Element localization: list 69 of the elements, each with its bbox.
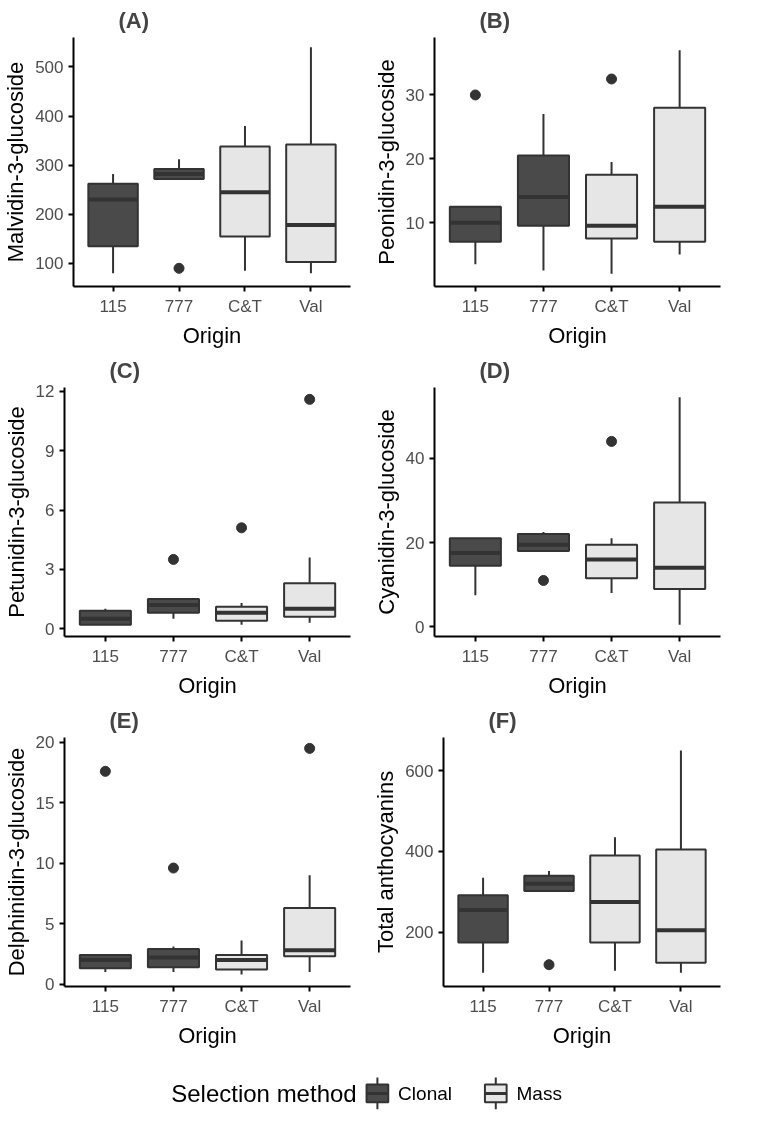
legend-label: Clonal xyxy=(398,1082,452,1104)
y-tick-label: 12 xyxy=(35,382,55,402)
x-axis-title: Origin xyxy=(552,1022,612,1048)
y-tick-label: 500 xyxy=(35,57,64,77)
x-tick-label: C&T xyxy=(227,296,262,316)
y-tick-label: 600 xyxy=(405,761,434,781)
y-tick-label: 200 xyxy=(405,923,434,943)
y-tick-label: 0 xyxy=(45,975,55,995)
chart-title: (F) xyxy=(488,707,517,733)
y-tick-label: 400 xyxy=(35,107,64,127)
x-axis-title: Origin xyxy=(182,322,242,348)
y-tick-label: 20 xyxy=(405,533,425,553)
x-tick-label: 777 xyxy=(159,646,188,666)
x-tick-label: 777 xyxy=(159,996,188,1016)
y-axis-title: Total anthocyanins xyxy=(373,770,399,954)
x-tick-label: 115 xyxy=(91,646,119,666)
x-tick-label: Val xyxy=(669,996,693,1016)
chart-title: (E) xyxy=(109,707,139,733)
x-tick-label: Val xyxy=(297,646,322,666)
y-tick-label: 40 xyxy=(405,449,425,469)
x-tick-label: Val xyxy=(297,996,322,1016)
x-tick-label: C&T xyxy=(224,996,259,1016)
x-tick-label: Val xyxy=(667,646,692,666)
y-tick-label: 0 xyxy=(415,617,425,637)
y-tick-label: 30 xyxy=(405,85,425,105)
x-axis-title: Origin xyxy=(548,322,607,348)
legend-title: Selection method xyxy=(171,1079,357,1107)
chart-title: (B) xyxy=(479,7,511,33)
x-axis-title: Origin xyxy=(548,672,607,698)
x-tick-label: 777 xyxy=(164,296,194,316)
y-tick-label: 400 xyxy=(405,842,434,862)
y-tick-label: 200 xyxy=(35,205,64,225)
x-tick-label: Val xyxy=(667,296,692,316)
x-tick-label: 115 xyxy=(469,996,497,1016)
x-tick-label: 777 xyxy=(534,996,564,1016)
y-axis-title: Petunidin-3-glucoside xyxy=(3,406,29,618)
y-tick-label: 9 xyxy=(45,441,55,461)
chart-title: (A) xyxy=(118,7,150,33)
legend-label: Mass xyxy=(516,1082,562,1104)
chart-title: (D) xyxy=(479,357,511,383)
x-tick-label: Val xyxy=(299,296,323,316)
y-tick-label: 10 xyxy=(405,213,425,233)
chart-title: (C) xyxy=(109,357,141,383)
y-axis-title: Delphinidin-3-glucoside xyxy=(3,747,29,977)
y-axis-title: Malvidin-3-glucoside xyxy=(3,61,29,263)
y-tick-label: 300 xyxy=(35,156,64,176)
y-tick-label: 100 xyxy=(35,254,64,274)
x-tick-label: C&T xyxy=(594,646,629,666)
x-tick-label: 777 xyxy=(529,646,558,666)
x-tick-label: C&T xyxy=(594,296,629,316)
x-axis-title: Origin xyxy=(178,1022,237,1048)
y-tick-label: 15 xyxy=(35,793,55,813)
y-tick-label: 20 xyxy=(35,733,55,753)
x-tick-label: 115 xyxy=(99,296,127,316)
x-tick-label: 115 xyxy=(461,646,489,666)
y-tick-label: 3 xyxy=(45,560,55,580)
x-tick-label: 115 xyxy=(91,996,119,1016)
y-axis-title: Cyanidin-3-glucoside xyxy=(373,409,399,615)
y-tick-label: 6 xyxy=(45,501,55,521)
x-axis-title: Origin xyxy=(178,672,237,698)
y-tick-label: 10 xyxy=(35,854,55,874)
x-tick-label: C&T xyxy=(224,646,259,666)
y-tick-label: 5 xyxy=(45,914,55,934)
y-tick-label: 0 xyxy=(45,619,55,639)
y-tick-label: 20 xyxy=(405,149,425,169)
y-axis-title: Peonidin-3-glucoside xyxy=(373,59,399,265)
x-tick-label: 115 xyxy=(461,296,489,316)
x-tick-label: C&T xyxy=(597,996,632,1016)
x-tick-label: 777 xyxy=(529,296,558,316)
